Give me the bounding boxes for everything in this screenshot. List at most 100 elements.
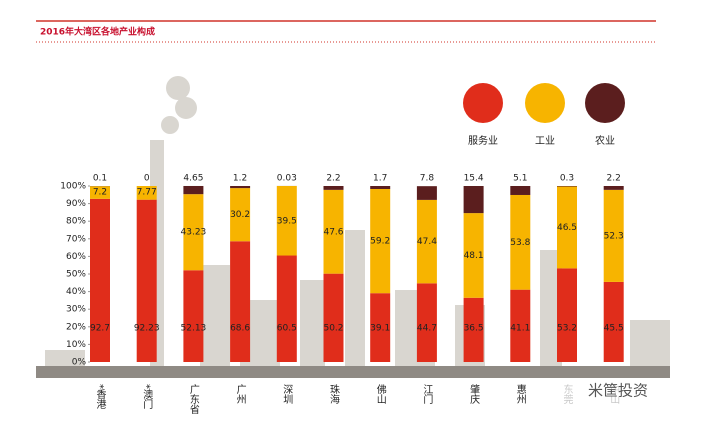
value-label: 5.1 bbox=[513, 174, 527, 184]
value-label: 52.3 bbox=[604, 231, 624, 241]
x-tick-label: 佛山 bbox=[374, 383, 386, 404]
value-label: 53.2 bbox=[557, 324, 577, 334]
bar-segment bbox=[416, 186, 437, 200]
value-label: 59.2 bbox=[370, 237, 390, 247]
bar-segment bbox=[136, 186, 157, 200]
legend-label: 服务业 bbox=[468, 134, 498, 147]
value-label: 2.2 bbox=[607, 174, 621, 184]
value-label: 68.6 bbox=[230, 324, 250, 334]
value-label: 43.23 bbox=[181, 228, 207, 238]
legend-label: 工业 bbox=[535, 135, 555, 147]
y-tick-label: 80% bbox=[66, 217, 86, 227]
value-label: 0.3 bbox=[560, 174, 574, 184]
bar-segment bbox=[370, 293, 391, 362]
bar-segment bbox=[370, 188, 391, 294]
bar-segment bbox=[510, 289, 531, 362]
value-label: 45.5 bbox=[604, 324, 624, 334]
y-tick-label: 40% bbox=[66, 287, 86, 297]
value-label: 41.1 bbox=[510, 324, 530, 334]
y-tick-label: 50% bbox=[66, 270, 86, 280]
bar-segment bbox=[510, 186, 531, 195]
legend-icon bbox=[463, 83, 503, 123]
ground bbox=[36, 366, 670, 378]
bar-segment bbox=[276, 186, 297, 256]
bar-segment bbox=[230, 241, 251, 362]
value-label: 0.1 bbox=[93, 174, 107, 184]
bar-segment bbox=[183, 270, 204, 362]
value-label: 15.4 bbox=[464, 174, 484, 184]
value-label: 53.8 bbox=[510, 238, 530, 248]
bar-segment bbox=[183, 185, 204, 195]
value-label: 92.7 bbox=[90, 324, 110, 334]
value-label: 44.7 bbox=[417, 324, 437, 334]
value-label: 39.1 bbox=[370, 324, 390, 334]
bar-segment bbox=[90, 198, 110, 362]
bar-segment bbox=[136, 199, 157, 362]
value-label: 4.65 bbox=[183, 174, 203, 184]
value-label: 0.03 bbox=[277, 174, 297, 184]
bar-segment bbox=[463, 213, 484, 298]
x-tick-label: *澳门 bbox=[141, 384, 153, 410]
value-label: 30.2 bbox=[230, 210, 250, 220]
value-label: 39.5 bbox=[277, 216, 297, 226]
value-label: 48.1 bbox=[464, 251, 484, 261]
bar-segment bbox=[510, 194, 531, 290]
legend-label: 农业 bbox=[595, 134, 615, 147]
value-label: 36.5 bbox=[464, 324, 484, 334]
x-tick-label: 深圳 bbox=[281, 384, 293, 404]
bar-segment bbox=[183, 194, 204, 271]
value-label: 7.2 bbox=[93, 188, 107, 198]
legend-icon bbox=[525, 83, 565, 123]
y-tick-label: 0% bbox=[72, 358, 87, 368]
value-label: 1.7 bbox=[373, 174, 387, 184]
value-label: 50.2 bbox=[323, 324, 343, 334]
x-tick-label: 珠海 bbox=[328, 383, 340, 405]
bar-segment bbox=[276, 255, 297, 362]
y-tick-label: 20% bbox=[66, 322, 86, 332]
bar-segment bbox=[557, 186, 577, 187]
x-tick-label: *香港 bbox=[94, 384, 106, 409]
bar-segment bbox=[323, 273, 344, 362]
value-label: 52.13 bbox=[181, 324, 207, 334]
bar-segment bbox=[463, 297, 484, 362]
value-label: 1.2 bbox=[233, 174, 247, 184]
x-tick-label: 江门 bbox=[421, 384, 433, 405]
y-tick-label: 100% bbox=[60, 182, 86, 192]
value-label: 7.8 bbox=[420, 174, 435, 184]
watermark-bg bbox=[560, 378, 655, 404]
value-label: 0 bbox=[144, 174, 150, 184]
value-label: 92.23 bbox=[134, 324, 160, 334]
y-tick-label: 90% bbox=[66, 199, 86, 209]
y-tick-label: 70% bbox=[66, 234, 86, 244]
bar-segment bbox=[370, 186, 391, 189]
bar-segment bbox=[90, 186, 110, 199]
bar-segment bbox=[463, 186, 484, 214]
legend: 服务业 工业 农业 bbox=[463, 83, 625, 147]
bar-segment bbox=[323, 189, 344, 274]
legend-icon bbox=[585, 83, 625, 123]
chart-title: 2016年大湾区各地产业构成 bbox=[40, 26, 155, 38]
value-label: 46.5 bbox=[557, 223, 577, 233]
x-tick-label: 广州 bbox=[234, 384, 246, 404]
x-tick-label: 广东省 bbox=[187, 384, 199, 415]
x-tick-label: 肇庆 bbox=[468, 383, 480, 405]
value-label: 47.4 bbox=[417, 237, 437, 247]
bar-segment bbox=[323, 186, 344, 190]
value-label: 60.5 bbox=[277, 324, 297, 334]
x-tick-label: 惠州 bbox=[514, 383, 526, 404]
bar-segment bbox=[603, 189, 624, 282]
y-tick-label: 60% bbox=[66, 252, 86, 262]
value-label: 2.2 bbox=[326, 174, 340, 184]
bar-segment bbox=[416, 199, 437, 284]
watermark: 米筐投资 bbox=[588, 382, 648, 400]
bar-segment bbox=[557, 186, 577, 269]
bar-segment bbox=[603, 186, 624, 190]
bar-segment bbox=[603, 281, 624, 362]
value-label: 47.6 bbox=[323, 227, 343, 237]
bar-segment bbox=[557, 268, 577, 362]
bar-segment bbox=[230, 188, 251, 242]
value-label: 7.77 bbox=[137, 188, 157, 198]
y-tick-label: 30% bbox=[66, 305, 86, 315]
bar-segment bbox=[416, 283, 437, 362]
